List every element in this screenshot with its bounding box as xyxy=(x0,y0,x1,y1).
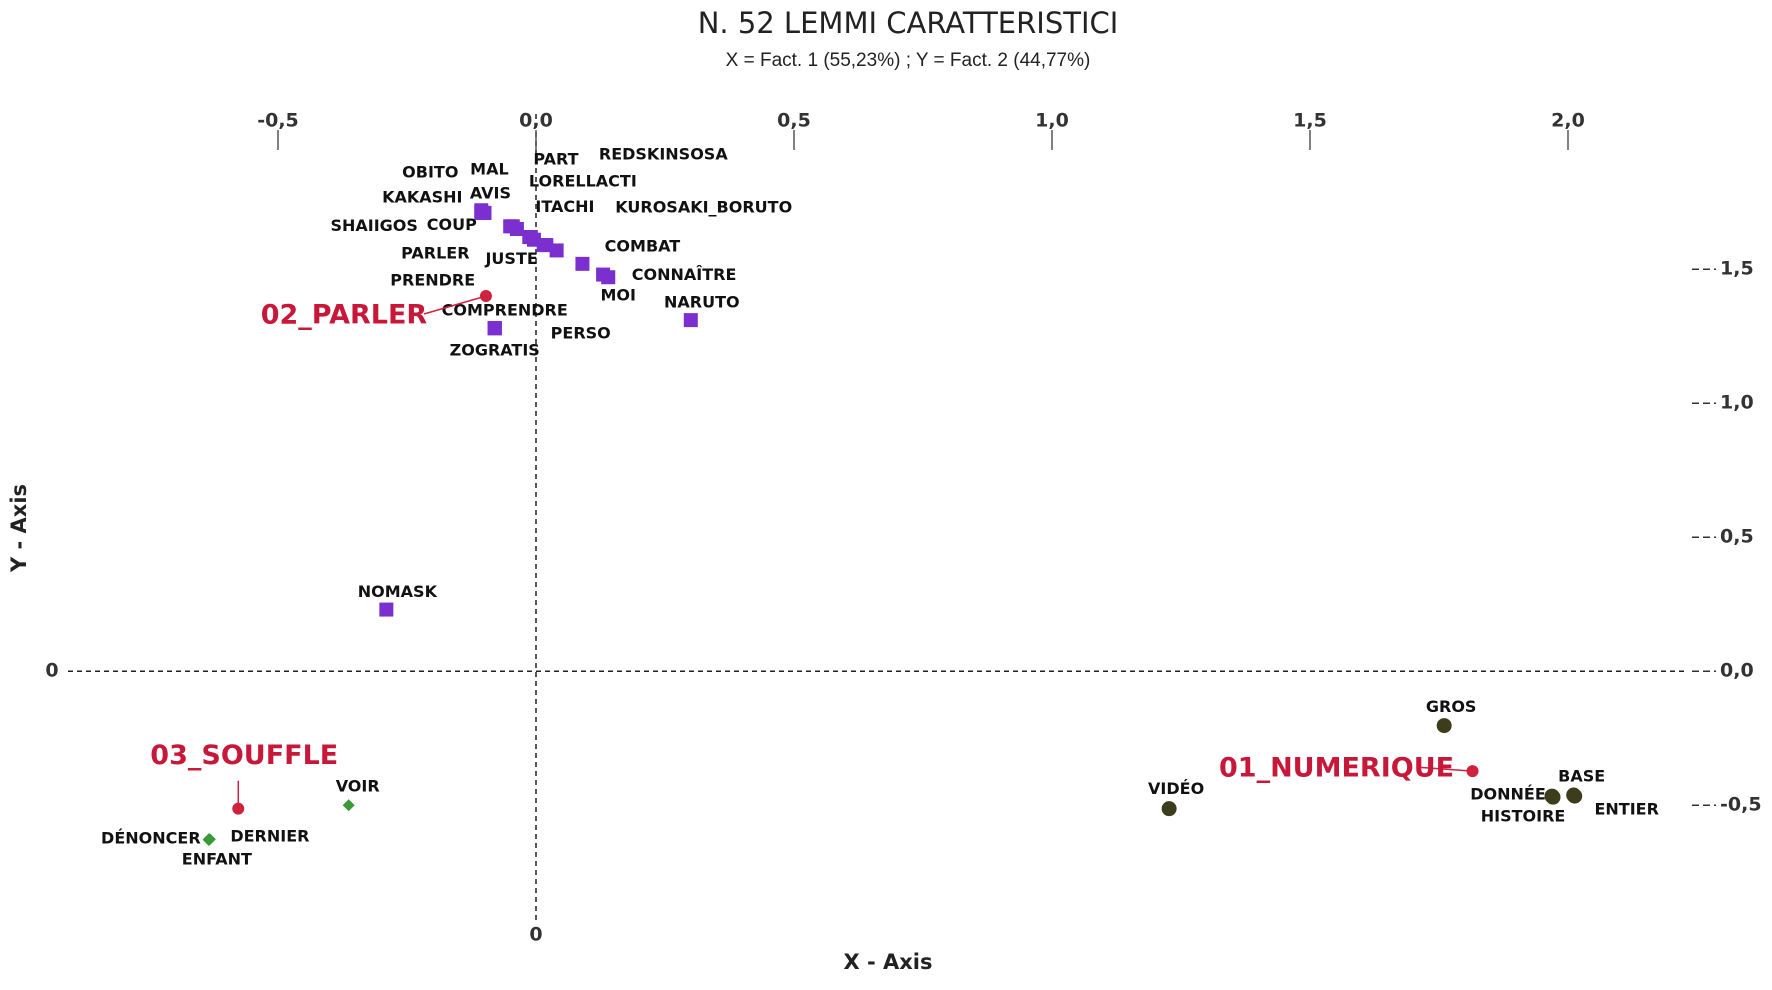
x-tick-label: 0,0 xyxy=(519,110,553,132)
centroid xyxy=(1466,765,1479,778)
x-tick-label: 1,0 xyxy=(1035,110,1069,132)
y-tick-label: -0,5 xyxy=(1720,794,1762,816)
point-label: REDSKINSOSA xyxy=(599,145,728,164)
point xyxy=(342,799,355,812)
point xyxy=(1161,801,1177,817)
point-label: GROS xyxy=(1426,697,1477,716)
point-label: ITACHI xyxy=(535,197,594,216)
point-label: COMBAT xyxy=(605,236,681,255)
x-tick-label: 0,5 xyxy=(777,110,811,132)
point-label: ENFANT xyxy=(182,850,252,869)
point-label: PRENDRE xyxy=(390,271,475,290)
point-label: MAL xyxy=(470,159,509,178)
point-label: OBITO xyxy=(402,163,458,182)
point xyxy=(477,205,492,220)
x-zero-label: 0 xyxy=(529,924,542,946)
point xyxy=(683,313,698,328)
x-tick-label: -0,5 xyxy=(257,110,299,132)
point-label: BASE xyxy=(1558,767,1605,786)
point-label: ZOGRATIS xyxy=(450,341,540,360)
y-tick-label: 0,5 xyxy=(1720,526,1754,548)
point-label: COUP xyxy=(427,215,477,234)
point-label: KUROSAKI_BORUTO xyxy=(615,198,792,217)
point-label: CONNAÎTRE xyxy=(632,265,737,284)
point-label: SHAIIGOS xyxy=(330,216,417,235)
point xyxy=(549,243,564,258)
point-label: PARLER xyxy=(401,244,469,263)
y-tick-label: 0,0 xyxy=(1720,660,1754,682)
point xyxy=(601,270,616,285)
point xyxy=(1545,789,1561,805)
point xyxy=(575,256,590,271)
point xyxy=(202,834,215,847)
point-label: KAKASHI xyxy=(382,187,462,206)
point-label: VOIR xyxy=(336,777,380,796)
x-tick-label: 2,0 xyxy=(1551,110,1585,132)
point-label: PERSO xyxy=(551,324,611,343)
y-tick-label: 1,5 xyxy=(1720,258,1754,280)
point-label: JUSTE xyxy=(484,249,537,268)
x-axis-label: X - Axis xyxy=(843,950,932,974)
point-label: MOI xyxy=(600,286,635,305)
chart-title: N. 52 LEMMI CARATTERISTICI xyxy=(698,6,1119,40)
point-label: DERNIER xyxy=(230,827,309,846)
point-label: NOMASK xyxy=(358,582,438,601)
point xyxy=(379,602,394,617)
point-label: HISTOIRE xyxy=(1481,807,1566,826)
centroid-leader xyxy=(423,295,487,315)
point-label: DONNÉE xyxy=(1470,785,1546,804)
point xyxy=(1567,788,1583,804)
point xyxy=(487,321,502,336)
chart-subtitle: X = Fact. 1 (55,23%) ; Y = Fact. 2 (44,7… xyxy=(726,50,1091,71)
centroid-label: 02_PARLER xyxy=(261,300,428,331)
point-label: NARUTO xyxy=(664,293,740,312)
point-label: DÉNONCER xyxy=(101,829,201,848)
point-label: AVIS xyxy=(470,183,511,202)
point xyxy=(509,222,524,236)
y-axis-label: Y - Axis xyxy=(7,484,31,573)
centroid-leader xyxy=(1416,766,1473,772)
y-zero-label: 0 xyxy=(45,660,58,682)
point-label: COMPRENDRE xyxy=(442,301,568,320)
point-label: ENTIER xyxy=(1594,800,1658,819)
point-label: PART xyxy=(533,150,578,169)
x-tick-label: 1,5 xyxy=(1293,110,1327,132)
centroid xyxy=(232,802,245,815)
y-tick-label: 1,0 xyxy=(1720,392,1754,414)
centroid xyxy=(479,290,492,302)
centroid-label: 03_SOUFFLE xyxy=(150,740,338,771)
centroid-label: 01_NUMERIQUE xyxy=(1219,753,1454,784)
point-label: VIDÉO xyxy=(1148,779,1204,798)
point xyxy=(1436,718,1452,734)
point-label: LORELLACTI xyxy=(529,172,637,191)
